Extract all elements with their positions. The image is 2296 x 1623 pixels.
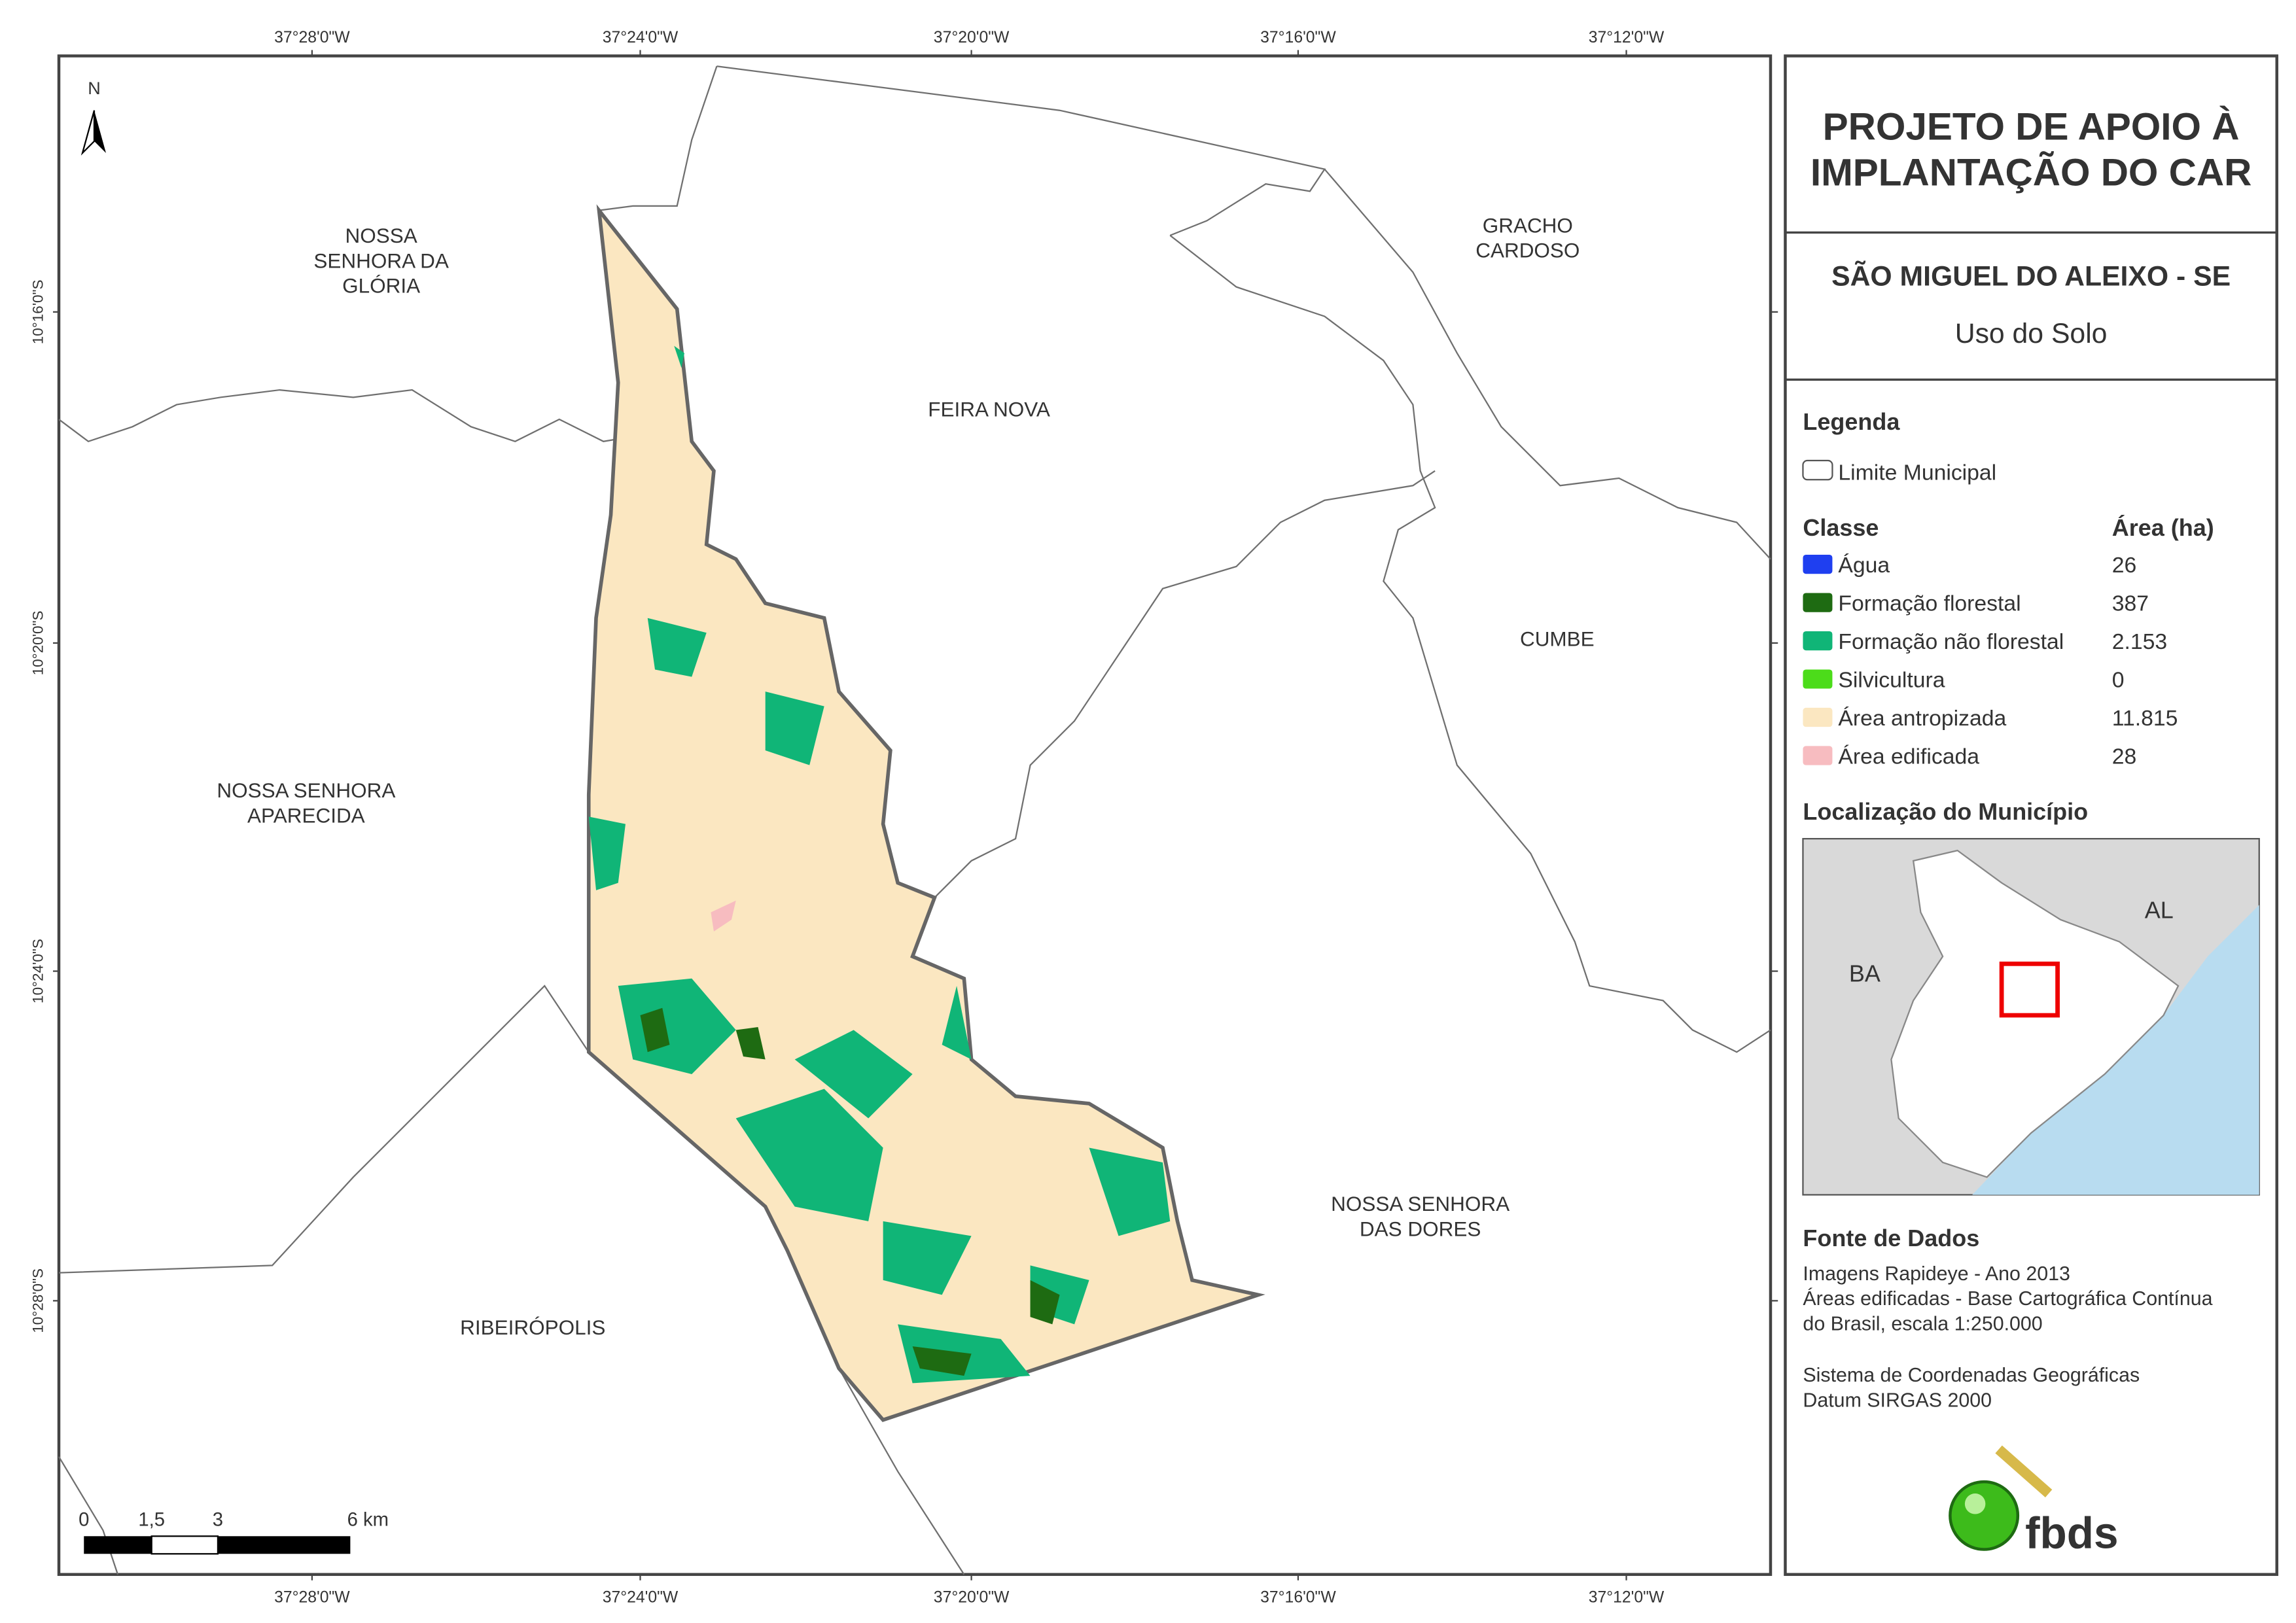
class-name: Formação não florestal [1838,629,2064,654]
scale-label: 3 [213,1510,223,1531]
legend-swatch [1803,746,1833,765]
x-coordinate-label: 37°16'0"W [1260,29,1336,46]
area-header: Área (ha) [2112,514,2214,541]
title-line: PROJETO DE APOIO À [1823,105,2240,148]
forest-patches [640,1007,1060,1376]
location-inset [1802,837,2260,1196]
x-coordinate-label: 37°20'0"W [934,1589,1010,1607]
legend-swatch [1803,669,1833,689]
class-area: 28 [2112,744,2137,769]
class-name: Área antropizada [1838,706,2006,731]
sources-title: Fonte de Dados [1803,1225,1979,1251]
place-name: RIBEIRÓPOLIS [460,1316,605,1339]
legend-title: Legenda [1803,408,1900,435]
municipal-boundaries [58,65,1771,1575]
x-coordinate-label: 37°12'0"W [1589,1589,1665,1607]
built-area [711,900,736,932]
y-coordinate-label: 10°20'0"S [29,611,46,676]
class-name: Silvicultura [1838,667,1945,692]
title-line: IMPLANTAÇÃO DO CAR [1810,150,2252,194]
y-coordinate-label: 10°28'0"S [29,1268,46,1333]
class-area: 0 [2112,667,2125,692]
map-labels: 37°28'0"W 37°28'0"W 37°24'0"W 37°24'0"W 37°2… [29,29,1778,1607]
scale-bar [84,1535,351,1555]
source-line: Imagens Rapideye - Ano 2013 [1803,1263,2070,1285]
x-coordinate-label: 37°20'0"W [934,29,1010,46]
x-coordinate-label: 37°28'0"W [274,1589,350,1607]
place-name: GLÓRIA [342,274,420,298]
x-coordinate-label: 37°28'0"W [274,29,350,46]
place-name: APARECIDA [247,803,365,827]
legend-swatch [1803,631,1833,651]
north-arrow: N [80,79,106,156]
side-panel [1784,54,2278,1577]
place-name: CUMBE [1520,627,1595,650]
north-label: N [88,79,101,98]
x-coordinate-label: 37°24'0"W [603,29,679,46]
subtitle: Uso do Solo [1955,318,2108,349]
scale-label: 1,5 [138,1510,165,1531]
source-line: Áreas edificadas - Base Cartográfica Con… [1803,1288,2212,1310]
class-name: Área edificada [1838,744,1979,769]
y-coordinate-label: 10°24'0"S [29,939,46,1003]
municipality: SÃO MIGUEL DO ALEIXO - SE [1831,260,2231,292]
x-coordinate-label: 37°12'0"W [1589,29,1665,46]
class-header: Classe [1803,514,1879,541]
boundary-label: Limite Municipal [1838,460,1996,485]
place-name: DAS DORES [1360,1217,1481,1240]
class-name: Formação florestal [1838,591,2021,616]
source-line: Datum SIRGAS 2000 [1803,1389,1992,1411]
place-name: NOSSA SENHORA [1331,1192,1510,1215]
scale-label: 6 km [347,1510,389,1531]
place-name: NOSSA [345,224,417,247]
x-coordinate-label: 37°24'0"W [603,1589,679,1607]
class-area: 11.815 [2112,706,2178,731]
source-line: Sistema de Coordenadas Geográficas [1803,1365,2140,1386]
place-name: GRACHO [1483,213,1573,237]
location-title: Localização do Município [1803,798,2088,825]
source-line: do Brasil, escala 1:250.000 [1803,1313,2042,1335]
boundary-swatch [1802,459,1833,481]
scale-label: 0 [79,1510,89,1531]
class-area: 26 [2112,553,2137,578]
place-name: NOSSA SENHORA [217,778,395,802]
legend-swatch [1803,707,1833,727]
place-name: CARDOSO [1475,239,1580,262]
logo-text: fbds [2025,1509,2118,1558]
place-name: FEIRA NOVA [928,398,1050,421]
logo: fbds [1949,1445,2119,1558]
class-area: 387 [2112,591,2149,616]
class-name: Água [1838,553,1890,578]
x-coordinate-label: 37°16'0"W [1260,1589,1336,1607]
state-label: BA [1849,960,1881,986]
legend-swatch [1803,554,1833,574]
y-coordinate-label: 10°16'0"S [29,279,46,344]
place-name: SENHORA DA [313,249,448,272]
class-area: 2.153 [2112,629,2167,654]
legend-swatch [1803,593,1833,612]
state-label: AL [2145,897,2174,924]
non-forest-patches [588,345,1171,1384]
